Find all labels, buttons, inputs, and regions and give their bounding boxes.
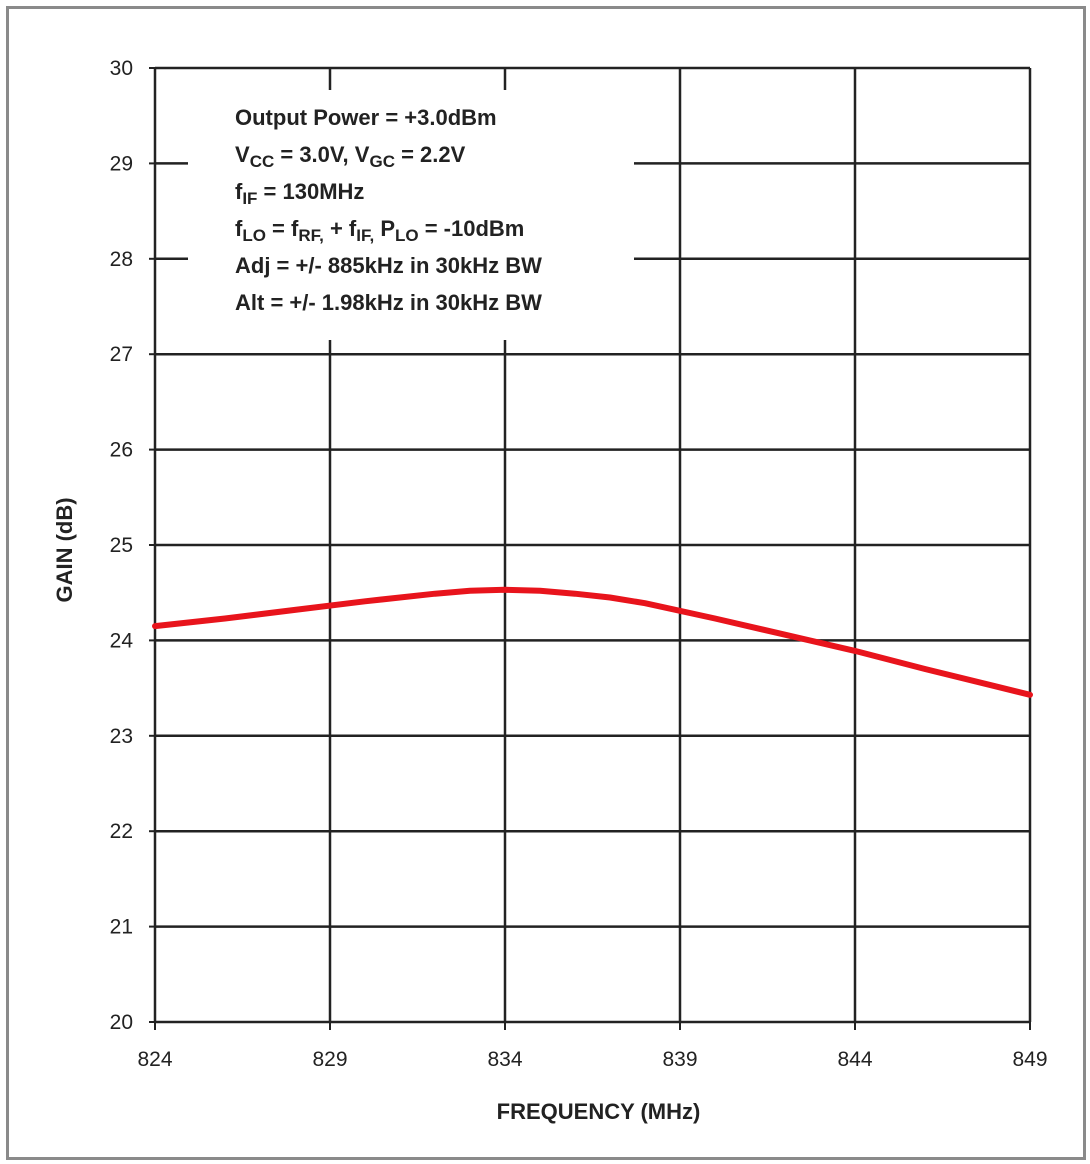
y-tick-label-27: 27 [110,343,133,366]
y-axis-title: GAIN (dB) [52,497,77,602]
y-tick-labels: 20 21 22 23 24 25 26 27 28 29 30 [110,57,134,1034]
x-tick-label-849: 849 [1012,1048,1047,1071]
y-tick-label-28: 28 [110,248,133,271]
series-group [152,586,1033,698]
annotation-line-2: VCC = 3.0V, VGC = 2.2V [235,142,466,171]
annotation-background [188,90,634,340]
y-tick-label-21: 21 [110,916,133,939]
x-axis-title: FREQUENCY (MHz) [497,1099,701,1124]
y-tick-label-26: 26 [110,439,133,462]
y-tick-label-23: 23 [110,725,133,748]
annotation-line-6: Alt = +/- 1.98kHz in 30kHz BW [235,290,542,315]
annotation-block: Output Power = +3.0dBm VCC = 3.0V, VGC = … [235,105,542,315]
y-tick-label-24: 24 [110,629,134,652]
x-tick-label-824: 824 [137,1048,172,1071]
annotation-line-3: fIF = 130MHz [235,179,364,208]
annotation-line-1: Output Power = +3.0dBm [235,105,497,130]
y-tick-label-29: 29 [110,152,133,175]
x-tick-label-829: 829 [312,1048,347,1071]
x-tick-labels: 824 829 834 839 844 849 [137,1048,1047,1071]
y-tick-label-22: 22 [110,820,133,843]
series-line-1 [152,586,1033,698]
x-tick-label-839: 839 [662,1048,697,1071]
annotation-line-4: fLO = fRF, + fIF, PLO = -10dBm [235,216,524,245]
annotation-line-5: Adj = +/- 885kHz in 30kHz BW [235,253,542,278]
y-tick-label-25: 25 [110,534,133,557]
y-tick-label-30: 30 [110,57,133,80]
x-tick-label-844: 844 [837,1048,872,1071]
x-tick-label-834: 834 [487,1048,522,1071]
y-tick-label-20: 20 [110,1011,133,1034]
